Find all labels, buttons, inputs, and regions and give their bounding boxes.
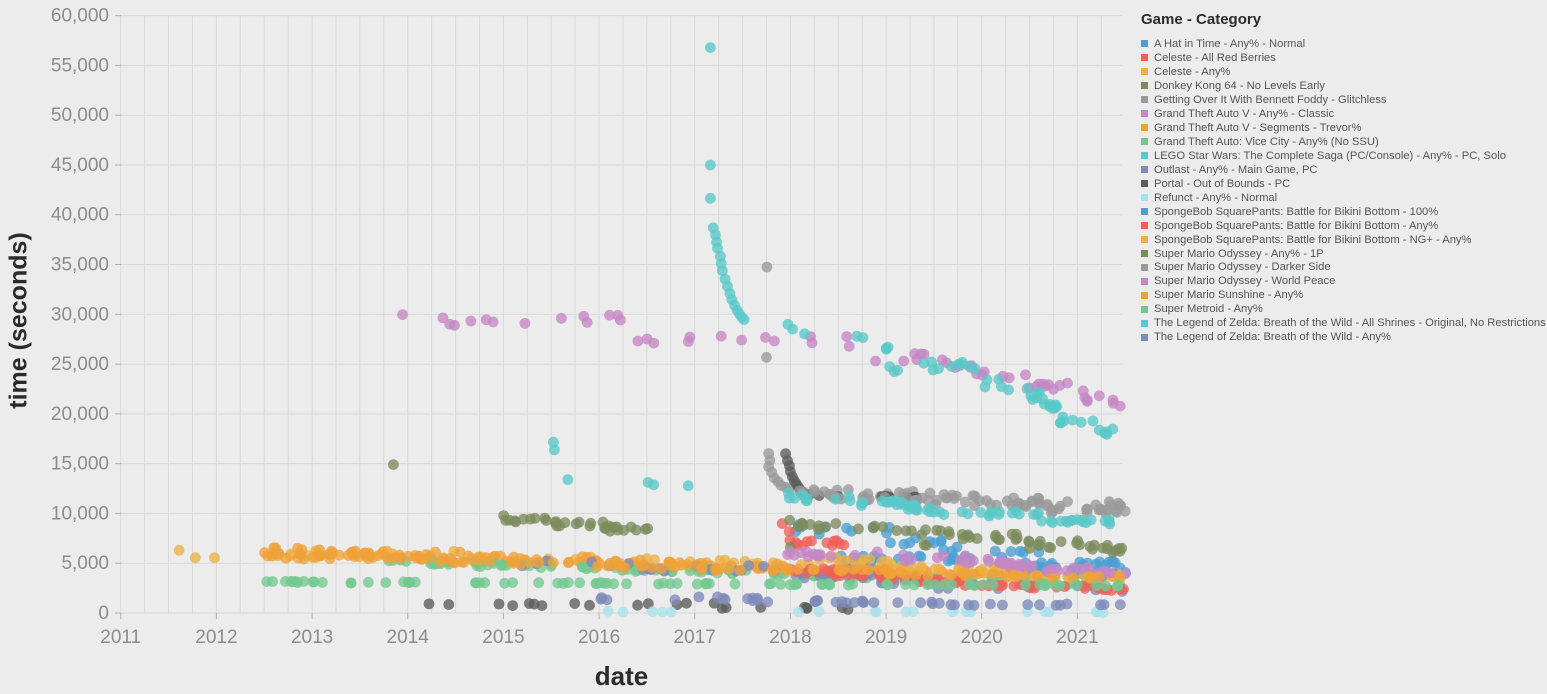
svg-text:2014: 2014 xyxy=(387,627,430,648)
svg-text:2015: 2015 xyxy=(482,627,524,648)
svg-text:2012: 2012 xyxy=(195,627,237,648)
svg-text:2017: 2017 xyxy=(674,627,716,648)
svg-text:2013: 2013 xyxy=(291,627,333,648)
svg-text:15,000: 15,000 xyxy=(51,454,109,475)
svg-text:50,000: 50,000 xyxy=(51,105,109,126)
svg-text:45,000: 45,000 xyxy=(51,155,109,176)
svg-text:55,000: 55,000 xyxy=(51,55,109,76)
svg-text:2018: 2018 xyxy=(769,627,811,648)
svg-text:2011: 2011 xyxy=(100,627,141,648)
svg-text:20,000: 20,000 xyxy=(51,404,109,425)
svg-text:35,000: 35,000 xyxy=(51,255,109,276)
svg-text:5,000: 5,000 xyxy=(61,553,109,574)
svg-text:2016: 2016 xyxy=(578,627,620,648)
svg-text:2020: 2020 xyxy=(961,627,1003,648)
svg-text:25,000: 25,000 xyxy=(51,354,109,375)
svg-text:0: 0 xyxy=(98,603,109,624)
svg-text:2021: 2021 xyxy=(1056,627,1098,648)
svg-text:2019: 2019 xyxy=(865,627,907,648)
svg-text:60,000: 60,000 xyxy=(51,6,109,27)
svg-text:30,000: 30,000 xyxy=(51,304,109,325)
svg-text:10,000: 10,000 xyxy=(51,503,109,524)
svg-text:40,000: 40,000 xyxy=(51,205,109,226)
